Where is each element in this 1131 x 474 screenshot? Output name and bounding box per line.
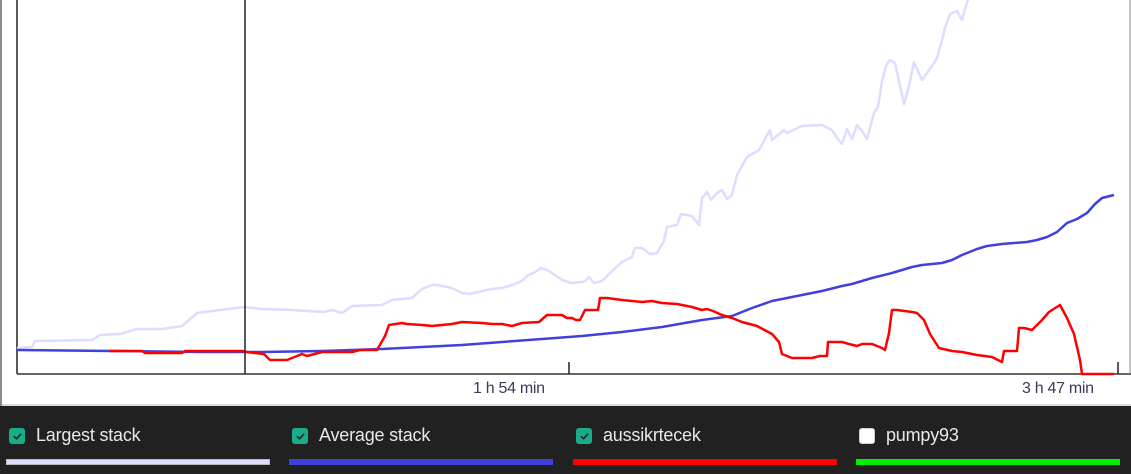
chart-area[interactable]: 1 h 54 min 3 h 47 min bbox=[0, 0, 1131, 406]
legend-swatch-largest-stack bbox=[6, 459, 270, 465]
checkmark-icon bbox=[295, 432, 305, 440]
series-average-stack bbox=[16, 193, 1115, 354]
chart-legend: Largest stack Average stack aussikrtecek… bbox=[0, 406, 1131, 474]
checkmark-icon bbox=[12, 432, 22, 440]
legend-swatch-average-stack bbox=[289, 459, 553, 465]
line-chart-plot bbox=[16, 0, 1131, 376]
legend-swatch-pumpy93 bbox=[856, 459, 1120, 465]
checkbox-pumpy93[interactable] bbox=[859, 428, 875, 444]
series-aussikrtecek bbox=[110, 296, 1114, 376]
legend-label-aussikrtecek: aussikrtecek bbox=[603, 425, 701, 445]
legend-item-average-stack[interactable]: Average stack bbox=[289, 406, 556, 474]
legend-swatch-aussikrtecek bbox=[573, 459, 837, 465]
checkbox-average-stack[interactable] bbox=[292, 428, 308, 444]
x-tick-label-1: 1 h 54 min bbox=[473, 380, 545, 397]
checkmark-icon bbox=[579, 432, 589, 440]
x-tick-label-2: 3 h 47 min bbox=[1022, 380, 1094, 397]
legend-item-pumpy93[interactable]: pumpy93 bbox=[856, 406, 1123, 474]
legend-label-largest-stack: Largest stack bbox=[36, 425, 141, 445]
legend-label-pumpy93: pumpy93 bbox=[886, 425, 959, 445]
checkbox-aussikrtecek[interactable] bbox=[576, 428, 592, 444]
legend-item-largest-stack[interactable]: Largest stack bbox=[6, 406, 273, 474]
legend-label-average-stack: Average stack bbox=[319, 425, 431, 445]
legend-item-aussikrtecek[interactable]: aussikrtecek bbox=[573, 406, 840, 474]
checkbox-largest-stack[interactable] bbox=[9, 428, 25, 444]
series-largest-stack bbox=[16, 0, 970, 350]
